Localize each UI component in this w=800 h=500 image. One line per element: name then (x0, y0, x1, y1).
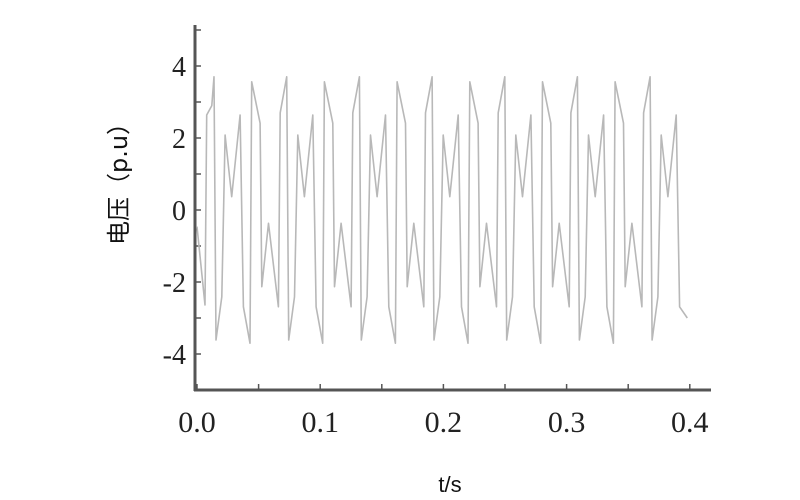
y-tick-label: -4 (163, 340, 186, 371)
x-axis-label: t/s (438, 472, 461, 497)
y-tick-label: 4 (172, 52, 186, 83)
series-line-voltage (196, 76, 688, 345)
x-tick-label: 0.1 (301, 406, 339, 439)
y-tick-labels: 4 2 0 -2 -4 (163, 52, 186, 371)
y-tick-label: 2 (172, 124, 186, 155)
y-tick-label: 0 (172, 196, 186, 227)
y-tick-label: -2 (163, 268, 186, 299)
axes (193, 25, 711, 392)
x-tick-label: 0.4 (671, 406, 709, 439)
x-tick-label: 0.0 (178, 406, 216, 439)
x-tick-label: 0.2 (425, 406, 463, 439)
x-tick-labels: 0.0 0.1 0.2 0.3 0.4 (178, 406, 708, 439)
x-tick-label: 0.3 (548, 406, 586, 439)
y-axis-label: 电压（p.u） (105, 111, 133, 245)
